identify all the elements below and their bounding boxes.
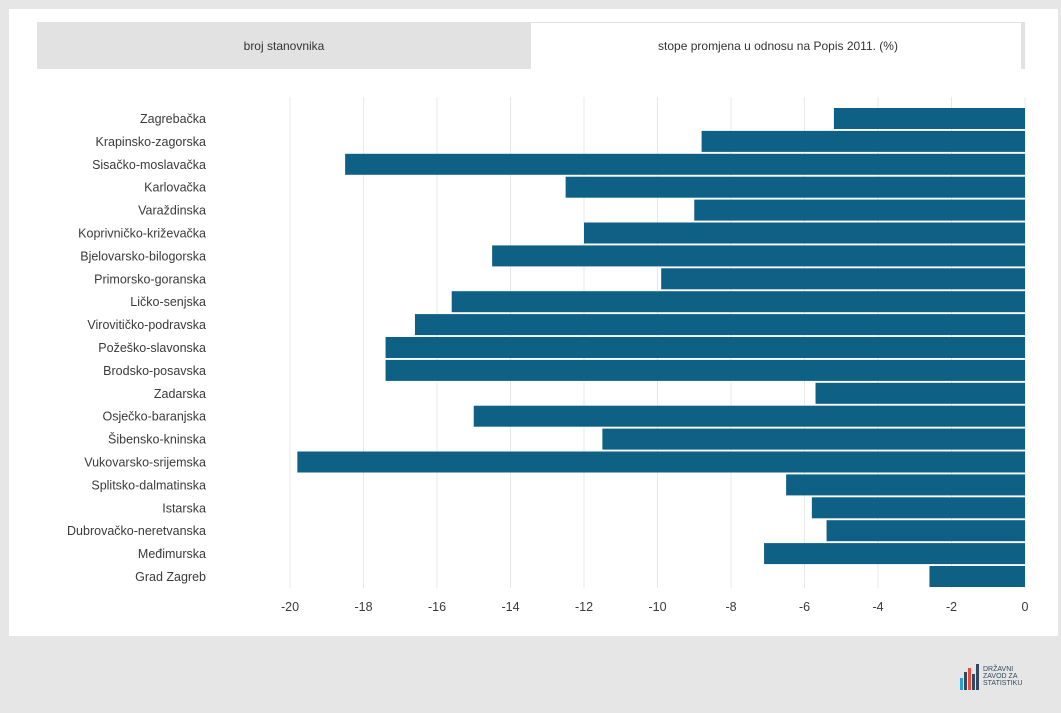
category-label: Virovitičko-podravska <box>87 318 206 332</box>
bar[interactable] <box>694 199 1025 221</box>
x-tick-label: -20 <box>281 600 299 614</box>
bar[interactable] <box>661 268 1025 290</box>
bar[interactable] <box>833 108 1025 129</box>
bar[interactable] <box>385 337 1025 358</box>
dzs-logo: DRŽAVNI ZAVOD ZA STATISTIKU <box>960 664 1022 690</box>
logo-line-2: ZAVOD ZA <box>983 673 1018 680</box>
x-tick-label: -18 <box>354 600 372 614</box>
logo-bar-icon <box>968 668 971 690</box>
x-tick-label: -12 <box>575 600 593 614</box>
x-tick-labels: -20 -18 -16 -14 -12 -10 -8 -6 -4 -2 0 <box>281 600 1029 614</box>
bar[interactable] <box>701 130 1025 152</box>
category-label: Sisačko-moslavačka <box>92 158 206 172</box>
x-tick-label: -2 <box>946 600 957 614</box>
category-label: Vukovarsko-srijemska <box>84 456 206 470</box>
category-label: Splitsko-dalmatinska <box>91 478 206 492</box>
logo-bar-icon <box>972 674 975 690</box>
x-tick-label: -6 <box>799 600 810 614</box>
bar[interactable] <box>451 291 1025 313</box>
category-label: Istarska <box>162 501 206 515</box>
category-label: Međimurska <box>138 547 206 561</box>
x-tick-label: -4 <box>872 600 883 614</box>
bar[interactable] <box>492 245 1025 267</box>
category-label: Brodsko-posavska <box>103 364 206 378</box>
bar[interactable] <box>385 359 1025 381</box>
bar[interactable] <box>811 497 1025 519</box>
category-label: Zagrebačka <box>140 112 206 126</box>
category-label: Zadarska <box>154 387 206 401</box>
bars <box>297 108 1026 587</box>
category-label: Šibensko-kninska <box>108 432 206 447</box>
category-labels: Zagrebačka Krapinsko-zagorska Sisačko-mosl… <box>67 112 206 584</box>
logo-bar-icon <box>960 678 963 690</box>
bar[interactable] <box>786 474 1025 496</box>
footer <box>0 636 1061 713</box>
category-label: Bjelovarsko-bilogorska <box>80 249 206 263</box>
tab-bar: broj stanovnika stope promjena u odnosu … <box>37 22 1025 69</box>
bar[interactable] <box>764 543 1025 565</box>
bar[interactable] <box>826 520 1025 542</box>
bar[interactable] <box>565 176 1025 198</box>
category-label: Varaždinska <box>138 204 206 218</box>
bar[interactable] <box>602 428 1025 450</box>
category-label: Osječko-baranjska <box>102 410 206 424</box>
bar[interactable] <box>414 314 1025 336</box>
x-tick-label: 0 <box>1022 600 1029 614</box>
category-label: Dubrovačko-neretvanska <box>67 524 206 538</box>
bar[interactable] <box>929 566 1025 587</box>
tab-stope-promjena[interactable]: stope promjena u odnosu na Popis 2011. (… <box>531 22 1025 69</box>
bar[interactable] <box>297 451 1026 473</box>
bar[interactable] <box>815 382 1025 404</box>
category-label: Krapinsko-zagorska <box>96 135 207 149</box>
logo-bar-icon <box>964 672 967 690</box>
x-tick-label: -10 <box>648 600 666 614</box>
category-label: Karlovačka <box>144 181 206 195</box>
category-label: Primorsko-goranska <box>94 272 206 286</box>
bar[interactable] <box>345 153 1025 175</box>
category-label: Ličko-senjska <box>130 295 206 309</box>
logo-line-3: STATISTIKU <box>983 680 1022 687</box>
category-label: Koprivničko-križevačka <box>78 227 206 241</box>
logo-bar-icon <box>976 664 979 690</box>
x-tick-label: -16 <box>428 600 446 614</box>
bar[interactable] <box>473 405 1025 427</box>
x-tick-label: -8 <box>725 600 736 614</box>
tab-broj-stanovnika[interactable]: broj stanovnika <box>37 22 531 69</box>
bar[interactable] <box>584 222 1025 244</box>
x-tick-label: -14 <box>501 600 519 614</box>
category-label: Grad Zagreb <box>135 570 206 584</box>
logo-line-1: DRŽAVNI <box>983 664 1013 673</box>
category-label: Požeško-slavonska <box>98 341 206 355</box>
